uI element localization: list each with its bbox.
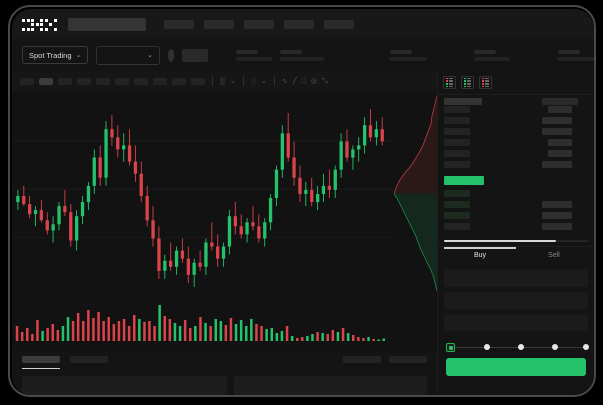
trading-mode-selector[interactable]: Spot Trading ⌄ [22, 46, 89, 64]
slider-stop-50[interactable] [518, 344, 524, 350]
nav-item-account[interactable] [324, 19, 354, 29]
orders-actions [343, 356, 427, 363]
fullscreen-icon[interactable]: ⤡ [322, 77, 328, 85]
chevron-down-icon: ⌄ [75, 51, 82, 59]
last-price-highlight [444, 176, 484, 185]
total-field[interactable] [444, 314, 588, 331]
volume-histogram [15, 305, 385, 341]
timeframe-button-4[interactable] [77, 77, 91, 85]
trading-mode-label: Spot Trading [29, 50, 72, 60]
nav-item-markets[interactable] [204, 19, 234, 29]
orderbook-column-headers [438, 94, 594, 106]
timeframe-button-1[interactable] [20, 77, 34, 85]
line-tool-icon[interactable]: ∿ [281, 77, 288, 85]
chart-toolbar: ▒ ⌄ ░ ⌄ ∿ ╱ □ ◎ ⤡ [12, 71, 437, 91]
global-search-input[interactable] [68, 17, 146, 31]
last-price-display [182, 48, 208, 62]
timeframe-button-8[interactable] [153, 77, 167, 85]
trading-pair-select[interactable]: ⌄ [96, 45, 160, 65]
top-navigation-bar: OKX [12, 9, 594, 39]
candlestick-dropdown-icon[interactable]: ⌄ [229, 77, 236, 85]
orderbook-row [438, 150, 594, 158]
market-stat-2 [280, 49, 324, 61]
active-tab-underline [22, 368, 60, 369]
toolbar-divider [242, 76, 244, 86]
candlestick-chart[interactable] [12, 91, 394, 299]
slider-track [449, 347, 583, 348]
tab-buy[interactable]: Buy [473, 252, 487, 259]
nav-item-earn[interactable] [244, 19, 274, 29]
submit-buy-button[interactable] [446, 358, 586, 376]
candlestick-type-icon[interactable]: ▒ [220, 77, 225, 85]
toolbar-divider [273, 76, 275, 86]
slider-stop-25[interactable] [484, 344, 490, 350]
tab-order-history[interactable] [70, 356, 108, 363]
orderbook-row [438, 106, 594, 114]
tab-open-orders[interactable] [22, 356, 60, 363]
indicator-icon[interactable]: ░ [250, 77, 256, 85]
orders-card-1 [22, 376, 227, 395]
orderbook-mode-both-icon[interactable] [443, 76, 456, 89]
orders-panel [12, 351, 437, 395]
market-stat-1 [236, 49, 272, 61]
orderbook-row [438, 212, 594, 220]
orderbook-row [438, 139, 594, 147]
camera-icon[interactable]: □ [301, 77, 307, 85]
orderbook-bids[interactable] [438, 190, 594, 238]
orderbook-scrollbar-thumb[interactable] [444, 240, 556, 242]
orderbook-row [438, 161, 594, 169]
tab-sell[interactable]: Sell [548, 252, 560, 259]
timeframe-button-5[interactable] [96, 77, 110, 85]
nav-item-trade[interactable] [164, 19, 194, 29]
orders-tabs [22, 356, 108, 363]
slider-stop-75[interactable] [552, 344, 558, 350]
orderbook-mode-switcher [438, 71, 594, 94]
timeframe-button-9[interactable] [172, 77, 186, 85]
pencil-icon[interactable]: ╱ [292, 77, 297, 85]
slider-stop-100[interactable] [583, 344, 589, 350]
app-screen: OKX Spot Trading ⌄ ⌄ [12, 9, 594, 395]
orderbook-row [438, 190, 594, 198]
chevron-down-icon: ⌄ [146, 51, 153, 59]
timeframe-button-3[interactable] [58, 77, 72, 85]
orderbook-mode-asks-icon[interactable] [479, 76, 492, 89]
orders-action-2[interactable] [389, 356, 427, 363]
active-side-underline [444, 247, 516, 249]
orderbook-row [438, 223, 594, 231]
toolbar-divider [212, 76, 213, 86]
price-field[interactable] [444, 270, 588, 287]
market-header-bar: Spot Trading ⌄ ⌄ [12, 39, 594, 71]
slider-handle[interactable] [446, 343, 455, 352]
market-depth-chart [394, 96, 437, 291]
market-stat-5 [558, 49, 594, 61]
orderbook-last-price [438, 176, 594, 190]
nav-item-more[interactable] [284, 19, 314, 29]
orders-action-1[interactable] [343, 356, 381, 363]
timeframe-button-2[interactable] [39, 77, 53, 85]
chart-area[interactable] [12, 91, 437, 351]
market-stat-4 [474, 49, 510, 61]
orderbook-row [438, 128, 594, 136]
market-stat-3 [390, 49, 426, 61]
device-frame: OKX Spot Trading ⌄ ⌄ [8, 5, 596, 397]
orderbook-mode-bids-icon[interactable] [461, 76, 474, 89]
coin-avatar [167, 48, 175, 62]
orderbook-row [438, 117, 594, 125]
orderbook-asks[interactable] [438, 106, 594, 176]
timeframe-button-7[interactable] [134, 77, 148, 85]
amount-field[interactable] [444, 292, 588, 309]
orderbook-panel: Buy Sell [437, 71, 594, 395]
percent-slider[interactable] [446, 343, 589, 353]
orders-card-2 [234, 376, 427, 395]
trade-side-tabs: Buy Sell [438, 246, 594, 266]
timeframe-button-6[interactable] [115, 77, 129, 85]
settings-icon[interactable]: ◎ [311, 77, 318, 85]
timeframe-button-10[interactable] [191, 77, 205, 85]
indicator-dropdown-icon[interactable]: ⌄ [260, 77, 267, 85]
okx-logo-icon[interactable]: OKX [22, 18, 58, 31]
orderbook-row [438, 201, 594, 209]
